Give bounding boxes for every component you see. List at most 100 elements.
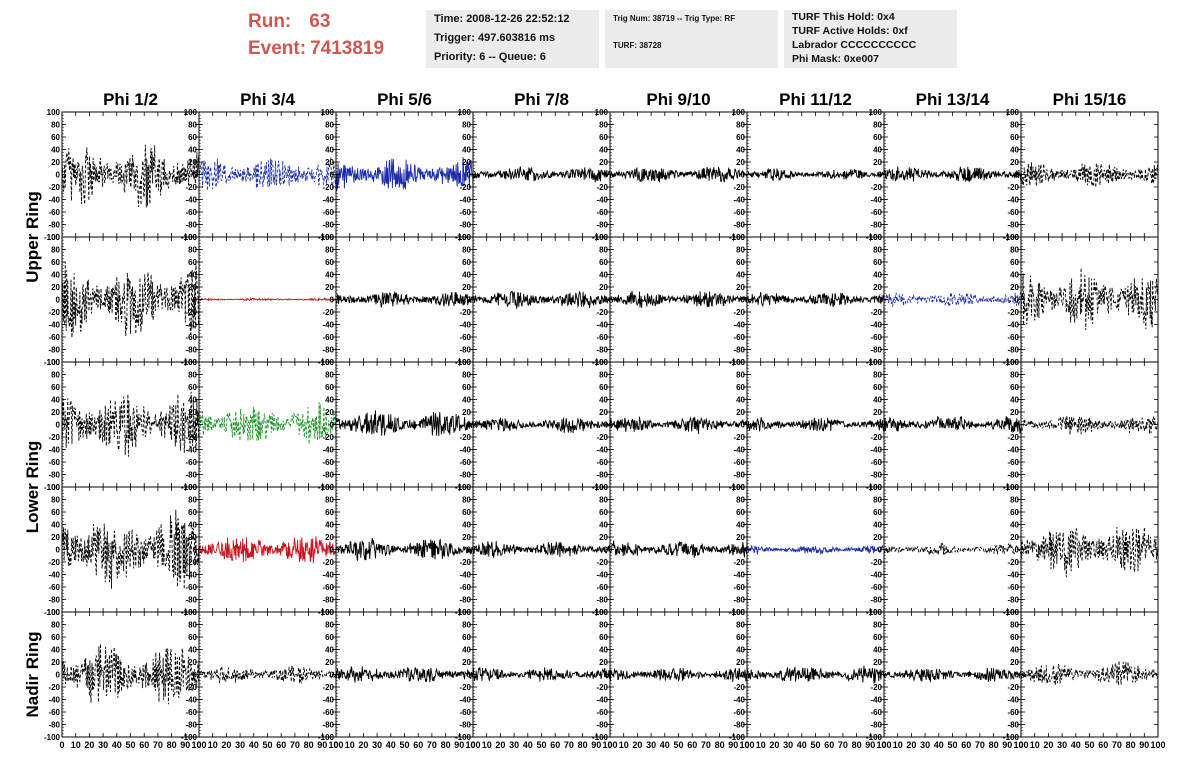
y-tick-label: -20: [48, 558, 60, 567]
y-tick-label: 60: [188, 258, 197, 267]
y-tick-label: 0: [604, 546, 609, 555]
y-tick-label: 80: [599, 621, 608, 630]
x-tick-label: 80: [715, 740, 725, 750]
x-tick-label: 60: [413, 740, 423, 750]
y-tick-label: 60: [873, 383, 882, 392]
y-tick-label: 80: [1010, 621, 1019, 630]
x-tick-label: 40: [386, 740, 396, 750]
y-tick-label: 60: [599, 383, 608, 392]
y-tick-label: -80: [48, 721, 60, 730]
y-tick-label: -20: [48, 183, 60, 192]
y-tick-label: 100: [732, 108, 746, 117]
y-tick-label: -100: [1003, 733, 1020, 742]
y-tick-label: 0: [741, 546, 746, 555]
y-tick-label: 80: [325, 246, 334, 255]
y-tick-label: 0: [193, 171, 198, 180]
x-tick-label: 70: [838, 740, 848, 750]
y-tick-label: -20: [870, 183, 882, 192]
y-tick-label: 80: [51, 121, 60, 130]
y-tick-label: 40: [736, 521, 745, 530]
y-tick-label: 100: [869, 608, 883, 617]
y-tick-label: 0: [193, 671, 198, 680]
y-tick-label: -80: [185, 346, 197, 355]
x-tick-label: 90: [728, 740, 738, 750]
x-tick-label: 90: [1002, 740, 1012, 750]
y-tick-label: 20: [1010, 158, 1019, 167]
waveform-trace: [609, 166, 748, 183]
x-tick-label: 20: [906, 740, 916, 750]
y-tick-label: -60: [870, 333, 882, 342]
y-tick-label: -60: [870, 583, 882, 592]
y-tick-label: 100: [458, 108, 472, 117]
y-tick-label: -80: [870, 471, 882, 480]
y-tick-label: 60: [736, 258, 745, 267]
y-tick-label: 20: [1010, 283, 1019, 292]
y-tick-label: -40: [596, 571, 608, 580]
column-title: Phi 7/8: [514, 90, 569, 109]
turf-text: TURF: 38728: [613, 41, 662, 50]
y-tick-label: -80: [459, 221, 471, 230]
y-tick-label: 20: [188, 283, 197, 292]
y-tick-label: 0: [878, 171, 883, 180]
y-tick-label: 40: [462, 646, 471, 655]
y-tick-label: 80: [325, 621, 334, 630]
y-tick-label: -80: [48, 346, 60, 355]
y-tick-label: -100: [44, 483, 61, 492]
y-tick-label: -80: [1007, 221, 1019, 230]
y-tick-label: -20: [322, 308, 334, 317]
waveform-trace: [472, 166, 611, 183]
y-tick-label: 60: [188, 508, 197, 517]
x-tick-label: 30: [1057, 740, 1067, 750]
y-tick-label: 0: [330, 171, 335, 180]
column-title: Phi 15/16: [1053, 90, 1127, 109]
x-tick-label: 50: [536, 740, 546, 750]
y-tick-label: 100: [321, 608, 335, 617]
y-tick-label: 60: [736, 508, 745, 517]
waveform-trace: [198, 402, 337, 445]
x-tick-label: 70: [564, 740, 574, 750]
y-tick-label: 100: [47, 233, 61, 242]
y-tick-label: -100: [181, 733, 198, 742]
x-tick-label: 90: [1139, 740, 1149, 750]
x-tick-label: 80: [989, 740, 999, 750]
y-tick-label: -80: [322, 346, 334, 355]
y-tick-label: 60: [873, 133, 882, 142]
x-tick-label: 10: [893, 740, 903, 750]
x-tick-label: 90: [865, 740, 875, 750]
x-tick-label: 40: [660, 740, 670, 750]
y-tick-label: 100: [47, 483, 61, 492]
y-tick-label: -80: [1007, 346, 1019, 355]
y-tick-label: -100: [44, 608, 61, 617]
y-tick-label: -40: [733, 321, 745, 330]
x-tick-label: 70: [153, 740, 163, 750]
y-tick-label: 80: [188, 621, 197, 630]
y-tick-label: 60: [736, 133, 745, 142]
x-tick-label: 10: [619, 740, 629, 750]
waveform-trace: [746, 291, 885, 307]
x-tick-label: 80: [578, 740, 588, 750]
y-tick-label: 20: [1010, 408, 1019, 417]
x-tick-label: 90: [454, 740, 464, 750]
y-tick-label: -20: [459, 183, 471, 192]
y-tick-label: -80: [1007, 596, 1019, 605]
x-tick-label: 60: [824, 740, 834, 750]
x-tick-label: 50: [399, 740, 409, 750]
y-tick-label: 40: [462, 396, 471, 405]
y-tick-label: 0: [193, 546, 198, 555]
waveform-trace: [199, 297, 337, 302]
waveform-trace: [609, 667, 748, 682]
waveform-trace: [883, 292, 1022, 307]
y-tick-label: 60: [51, 133, 60, 142]
y-tick-label: 40: [462, 271, 471, 280]
y-tick-label: -20: [1007, 558, 1019, 567]
y-tick-label: 80: [599, 121, 608, 130]
y-tick-label: 100: [1006, 358, 1020, 367]
y-tick-label: 20: [325, 408, 334, 417]
y-tick-label: -40: [322, 321, 334, 330]
y-tick-label: -60: [596, 208, 608, 217]
y-tick-label: 100: [1006, 108, 1020, 117]
y-tick-label: 0: [1015, 421, 1020, 430]
y-tick-label: 100: [47, 108, 61, 117]
y-tick-label: -80: [185, 721, 197, 730]
y-tick-label: -20: [322, 558, 334, 567]
